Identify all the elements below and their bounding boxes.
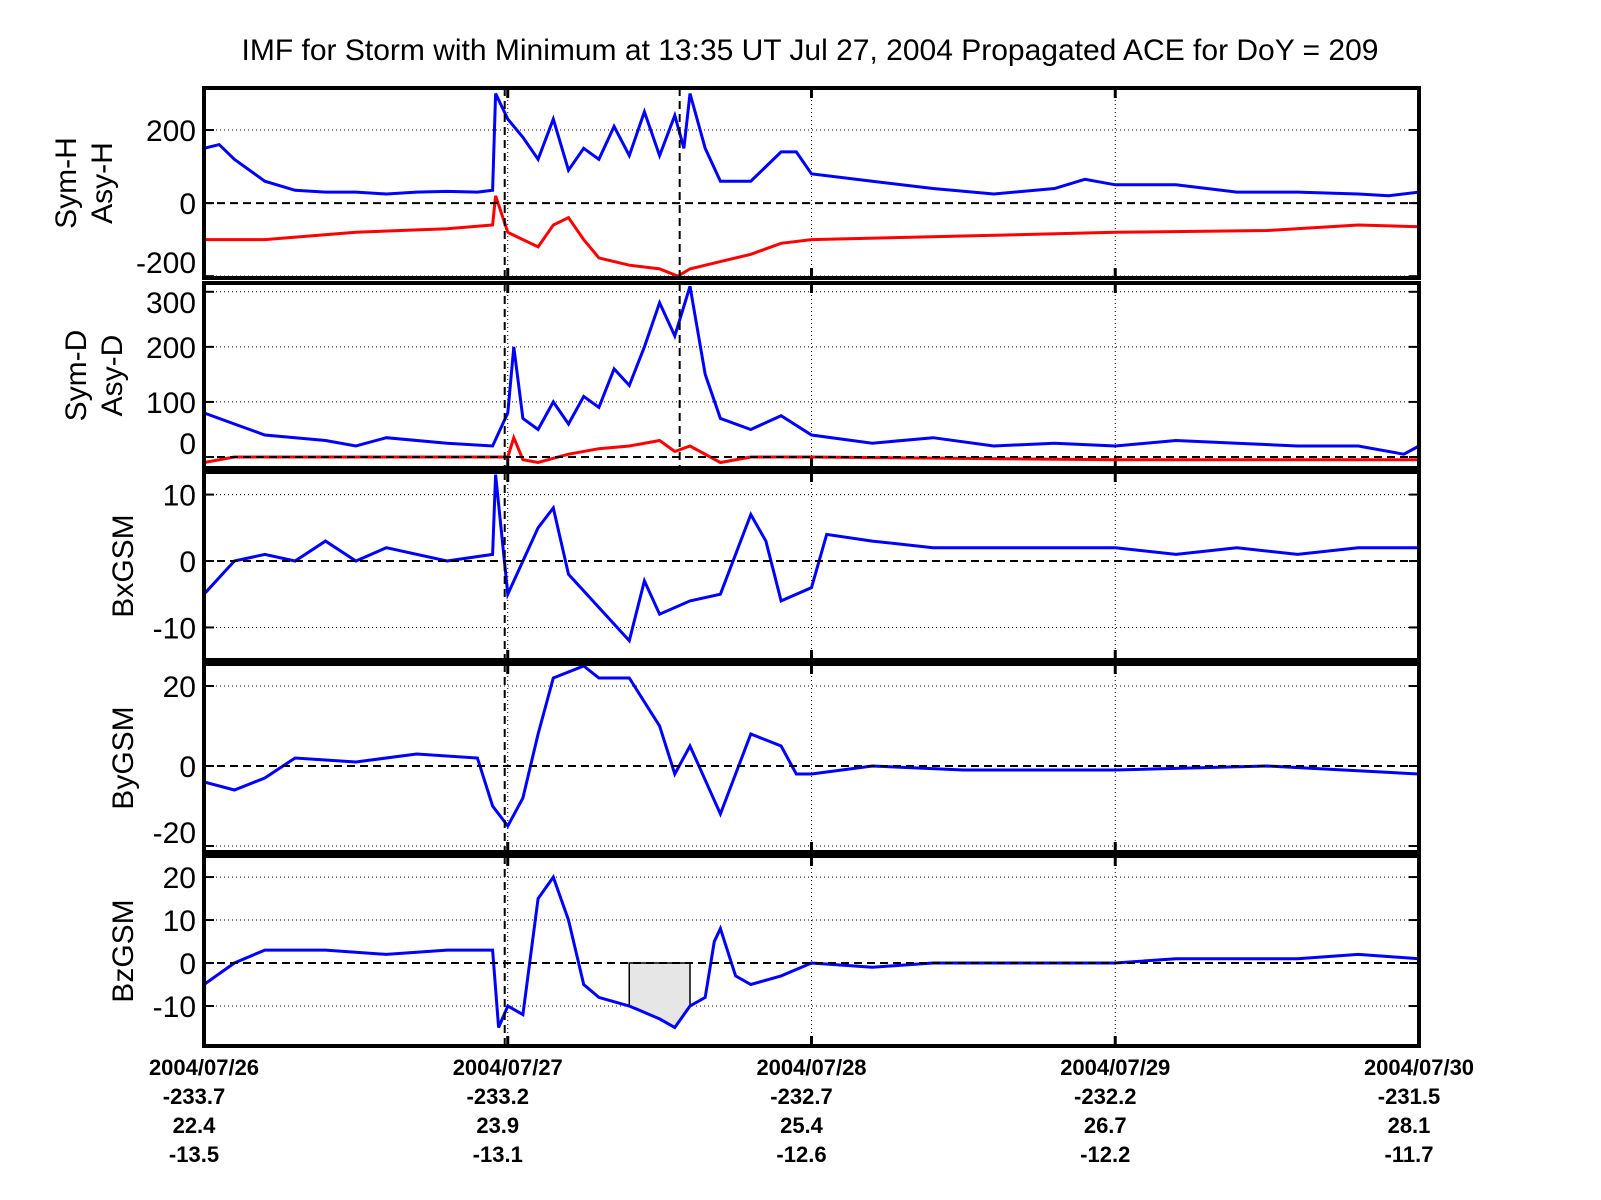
x-tick-value-label: -13.1: [473, 1142, 523, 1167]
x-tick-value-label: -11.7: [1385, 1142, 1434, 1167]
y-tick-label: -10: [153, 612, 196, 645]
y-tick-label: 300: [146, 287, 196, 320]
y-tick-label: 10: [163, 905, 196, 938]
y-axis-label: BzGSM: [107, 899, 140, 1002]
y-tick-label: -200: [136, 247, 196, 280]
x-tick-date-label: 2004/07/28: [756, 1055, 866, 1080]
y-tick-label: 200: [146, 332, 196, 365]
x-tick-value-label: -233.7: [163, 1084, 225, 1109]
panel-frame: [202, 470, 1421, 662]
panel-frame: [202, 854, 1421, 1048]
x-tick-value-label: 23.9: [476, 1113, 519, 1138]
x-tick-value-label: 25.4: [780, 1113, 824, 1138]
chart-title: IMF for Storm with Minimum at 13:35 UT J…: [242, 34, 1379, 67]
x-tick-date-label: 2004/07/27: [453, 1055, 563, 1080]
series-line-bxgsm: [204, 474, 1419, 644]
panel-frame: [202, 86, 1421, 280]
x-tick-value-label: -12.6: [776, 1142, 826, 1167]
y-tick-label: 200: [146, 115, 196, 148]
y-tick-label: 10: [163, 480, 196, 513]
y-tick-label: -10: [153, 991, 196, 1024]
x-tick-date-label: 2004/07/29: [1060, 1055, 1170, 1080]
y-axis-label: Sym-H: [50, 137, 83, 229]
y-tick-label: 0: [179, 188, 196, 221]
x-tick-value-label: 22.4: [173, 1113, 217, 1138]
y-axis-label: Sym-D: [60, 330, 93, 422]
x-tick-value-label: -13.5: [169, 1142, 219, 1167]
x-tick-value-label: -232.2: [1074, 1084, 1136, 1109]
series-line-sym-h: [204, 92, 1419, 198]
series-line-asy-h: [204, 195, 1419, 278]
x-tick-value-label: -233.2: [467, 1084, 529, 1109]
x-tick-value-label: 26.7: [1084, 1113, 1127, 1138]
y-tick-label: 0: [179, 948, 196, 981]
y-axis-label: ByGSM: [107, 706, 140, 809]
y-tick-label: 20: [163, 862, 196, 895]
y-tick-label: 0: [179, 751, 196, 784]
series-line-bygsm: [204, 664, 1419, 829]
series-line-sym-d: [204, 285, 1419, 456]
x-tick-value-label: 28.1: [1388, 1113, 1431, 1138]
x-tick-value-label: -12.2: [1080, 1142, 1130, 1167]
y-axis-label: Asy-H: [86, 142, 119, 224]
y-tick-label: -20: [153, 817, 196, 850]
y-tick-label: 100: [146, 387, 196, 420]
y-tick-label: 0: [179, 546, 196, 579]
x-tick-value-label: -231.5: [1378, 1084, 1440, 1109]
y-tick-label: 20: [163, 671, 196, 704]
x-tick-date-label: 2004/07/26: [149, 1055, 259, 1080]
x-tick-value-label: -232.7: [770, 1084, 832, 1109]
y-tick-label: 0: [179, 428, 196, 461]
panel-frame: [202, 662, 1421, 854]
y-axis-label: BxGSM: [107, 514, 140, 617]
panel-frame: [202, 281, 1421, 470]
series-line-asy-d: [204, 433, 1419, 465]
y-axis-label: Asy-D: [96, 335, 129, 417]
x-tick-date-label: 2004/07/30: [1364, 1055, 1474, 1080]
